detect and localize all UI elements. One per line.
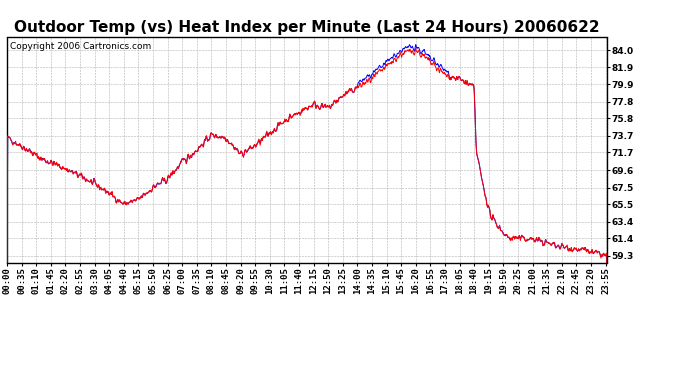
- Title: Outdoor Temp (vs) Heat Index per Minute (Last 24 Hours) 20060622: Outdoor Temp (vs) Heat Index per Minute …: [14, 20, 600, 35]
- Text: Copyright 2006 Cartronics.com: Copyright 2006 Cartronics.com: [10, 42, 151, 51]
